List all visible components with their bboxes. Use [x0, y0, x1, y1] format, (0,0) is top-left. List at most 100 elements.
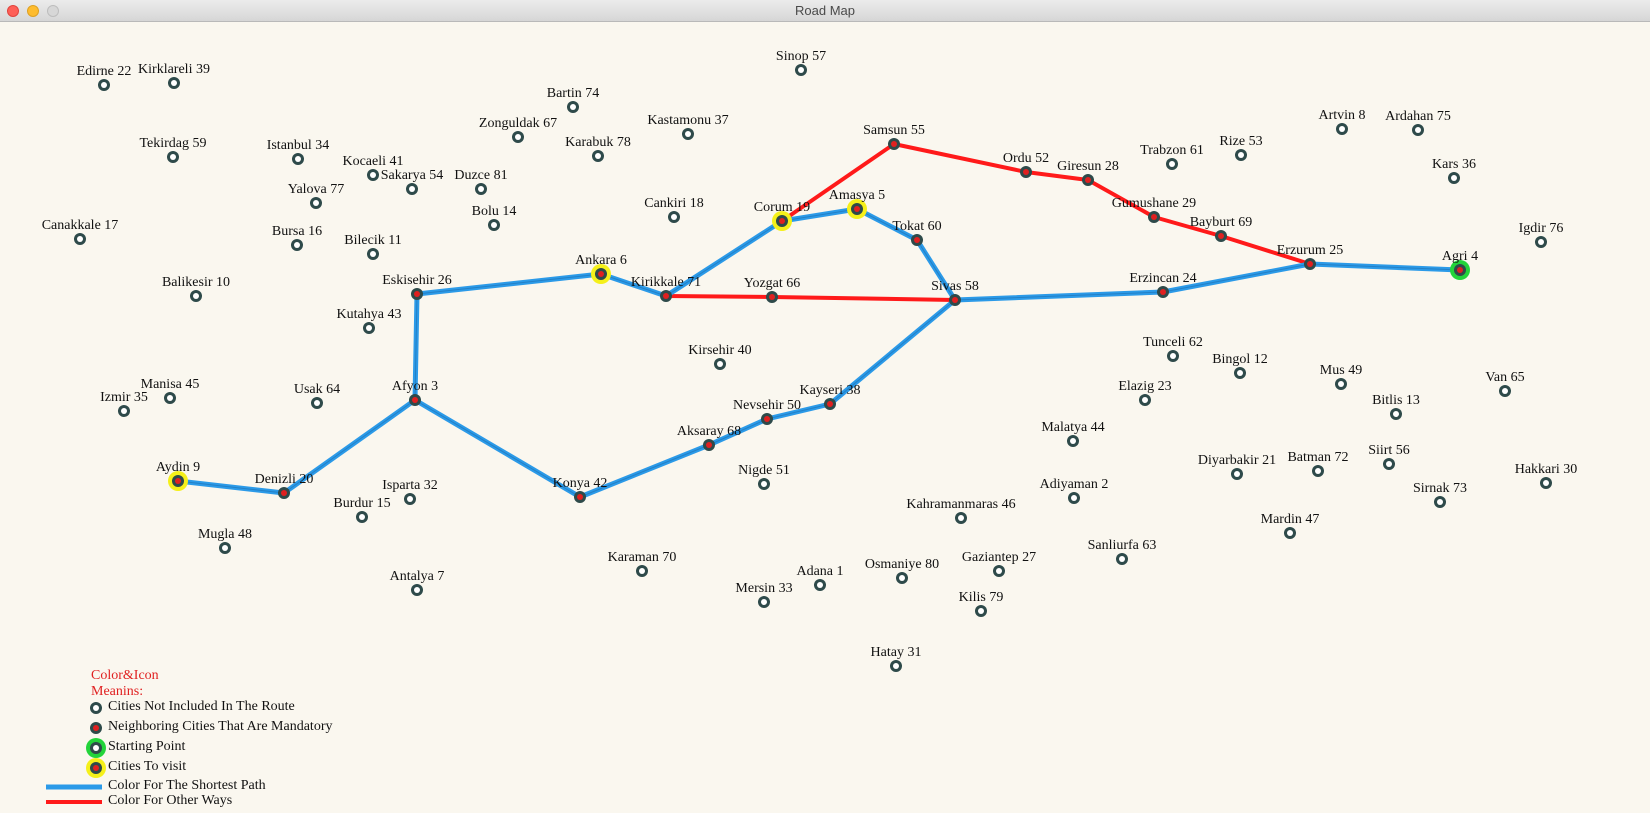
city-tekirdag[interactable]: Tekirdag 59	[139, 136, 207, 163]
road-nevsehir-kayseri	[764, 401, 833, 422]
city-sivas[interactable]: Sivas 58	[931, 279, 979, 306]
city-nigde[interactable]: Nigde 51	[738, 463, 790, 490]
city-mardin[interactable]: Mardin 47	[1261, 512, 1320, 539]
city-label: Malatya 44	[1041, 420, 1104, 435]
road-kirikkale-yozgat	[664, 294, 774, 299]
city-erzincan[interactable]: Erzincan 24	[1129, 271, 1197, 298]
city-kirsehir[interactable]: Kirsehir 40	[688, 343, 752, 370]
city-tokat[interactable]: Tokat 60	[892, 219, 942, 246]
city-batman[interactable]: Batman 72	[1287, 450, 1349, 477]
city-duzce[interactable]: Duzce 81	[454, 168, 508, 195]
city-agri[interactable]: Agri 4	[1442, 249, 1478, 280]
mandatory-city-icon	[90, 722, 102, 734]
city-yalova[interactable]: Yalova 77	[288, 182, 345, 209]
city-cankiri[interactable]: Cankiri 18	[644, 196, 704, 223]
city-sakarya[interactable]: Sakarya 54	[381, 168, 444, 195]
city-konya[interactable]: Konya 42	[553, 476, 608, 503]
city-label: Bursa 16	[272, 224, 322, 239]
road-afyon-konya	[412, 397, 583, 500]
city-bayburt[interactable]: Bayburt 69	[1190, 215, 1253, 242]
city-usak[interactable]: Usak 64	[294, 382, 340, 409]
maximize-window-button[interactable]	[47, 5, 59, 17]
city-label: Nevsehir 50	[733, 398, 801, 413]
city-kastamonu[interactable]: Kastamonu 37	[647, 113, 729, 140]
city-mus[interactable]: Mus 49	[1320, 363, 1362, 390]
minimize-window-button[interactable]	[27, 5, 39, 17]
city-izmir[interactable]: Izmir 35	[100, 390, 148, 417]
city-aydin[interactable]: Aydin 9	[156, 460, 200, 491]
city-corum[interactable]: Corum 19	[754, 200, 810, 231]
city-zonguldak[interactable]: Zonguldak 67	[479, 116, 557, 143]
city-igdir[interactable]: Igdir 76	[1519, 221, 1564, 248]
city-adiyaman[interactable]: Adiyaman 2	[1040, 477, 1109, 504]
city-canakkale[interactable]: Canakkale 17	[42, 218, 119, 245]
city-aksaray[interactable]: Aksaray 68	[677, 424, 741, 451]
city-label: Sanliurfa 63	[1088, 538, 1157, 553]
city-isparta[interactable]: Isparta 32	[382, 478, 438, 505]
city-trabzon[interactable]: Trabzon 61	[1140, 143, 1204, 170]
city-mersin[interactable]: Mersin 33	[735, 581, 793, 608]
city-denizli[interactable]: Denizli 20	[255, 472, 314, 499]
city-hatay[interactable]: Hatay 31	[871, 645, 922, 672]
city-adana[interactable]: Adana 1	[796, 564, 844, 591]
city-sirnak[interactable]: Sirnak 73	[1413, 481, 1467, 508]
city-rize[interactable]: Rize 53	[1219, 134, 1263, 161]
city-kocaeli[interactable]: Kocaeli 41	[342, 154, 404, 181]
city-malatya[interactable]: Malatya 44	[1041, 420, 1105, 447]
city-karabuk[interactable]: Karabuk 78	[565, 135, 631, 162]
city-diyarbakir[interactable]: Diyarbakir 21	[1198, 453, 1276, 480]
city-gaziantep[interactable]: Gaziantep 27	[962, 550, 1036, 577]
city-elazig[interactable]: Elazig 23	[1118, 379, 1172, 406]
city-kirikkale[interactable]: Kirikkale 71	[631, 275, 701, 302]
city-balikesir[interactable]: Balikesir 10	[162, 275, 230, 302]
city-burdur[interactable]: Burdur 15	[333, 496, 391, 523]
city-giresun[interactable]: Giresun 28	[1057, 159, 1119, 186]
road-bayburt-erzurum	[1219, 234, 1312, 266]
city-hakkari[interactable]: Hakkari 30	[1515, 462, 1578, 489]
city-label: Edirne 22	[77, 64, 132, 79]
city-erzurum[interactable]: Erzurum 25	[1277, 243, 1343, 270]
city-bitlis[interactable]: Bitlis 13	[1372, 393, 1420, 420]
city-bilecik[interactable]: Bilecik 11	[344, 233, 402, 260]
city-siirt[interactable]: Siirt 56	[1368, 443, 1410, 470]
city-label: Mardin 47	[1261, 512, 1320, 527]
city-label: Sivas 58	[931, 279, 979, 294]
city-afyon[interactable]: Afyon 3	[392, 379, 438, 406]
city-samsun[interactable]: Samsun 55	[863, 123, 925, 150]
city-sinop[interactable]: Sinop 57	[776, 49, 826, 76]
city-kars[interactable]: Kars 36	[1432, 157, 1476, 184]
city-label: Agri 4	[1442, 249, 1478, 264]
city-sanliurfa[interactable]: Sanliurfa 63	[1088, 538, 1157, 565]
city-nevsehir[interactable]: Nevsehir 50	[733, 398, 801, 425]
city-van[interactable]: Van 65	[1485, 370, 1525, 397]
city-kilis[interactable]: Kilis 79	[959, 590, 1004, 617]
city-ankara[interactable]: Ankara 6	[575, 253, 627, 284]
city-antalya[interactable]: Antalya 7	[390, 569, 445, 596]
city-label: Corum 19	[754, 200, 810, 215]
city-ardahan[interactable]: Ardahan 75	[1385, 109, 1451, 136]
city-bingol[interactable]: Bingol 12	[1212, 352, 1268, 379]
city-bursa[interactable]: Bursa 16	[272, 224, 322, 251]
city-kahramanmaras[interactable]: Kahramanmaras 46	[906, 497, 1016, 524]
city-yozgat[interactable]: Yozgat 66	[744, 276, 801, 303]
city-kayseri[interactable]: Kayseri 38	[799, 383, 861, 410]
city-amasya[interactable]: Amasya 5	[829, 188, 885, 219]
city-label: Tekirdag 59	[139, 136, 206, 151]
city-osmaniye[interactable]: Osmaniye 80	[865, 557, 939, 584]
city-istanbul[interactable]: Istanbul 34	[267, 138, 330, 165]
city-ordu[interactable]: Ordu 52	[1003, 151, 1049, 178]
city-artvin[interactable]: Artvin 8	[1318, 108, 1366, 135]
city-eskisehir[interactable]: Eskisehir 26	[382, 273, 452, 300]
city-kirklareli[interactable]: Kirklareli 39	[138, 62, 210, 89]
city-bartin[interactable]: Bartin 74	[547, 86, 600, 113]
city-karaman[interactable]: Karaman 70	[608, 550, 677, 577]
city-manisa[interactable]: Manisa 45	[141, 377, 200, 404]
city-gumushane[interactable]: Gumushane 29	[1112, 196, 1196, 223]
city-edirne[interactable]: Edirne 22	[77, 64, 132, 91]
city-tunceli[interactable]: Tunceli 62	[1143, 335, 1203, 362]
city-label: Istanbul 34	[267, 138, 330, 153]
close-window-button[interactable]	[7, 5, 19, 17]
city-kutahya[interactable]: Kutahya 43	[337, 307, 402, 334]
city-bolu[interactable]: Bolu 14	[472, 204, 517, 231]
city-mugla[interactable]: Mugla 48	[198, 527, 252, 554]
